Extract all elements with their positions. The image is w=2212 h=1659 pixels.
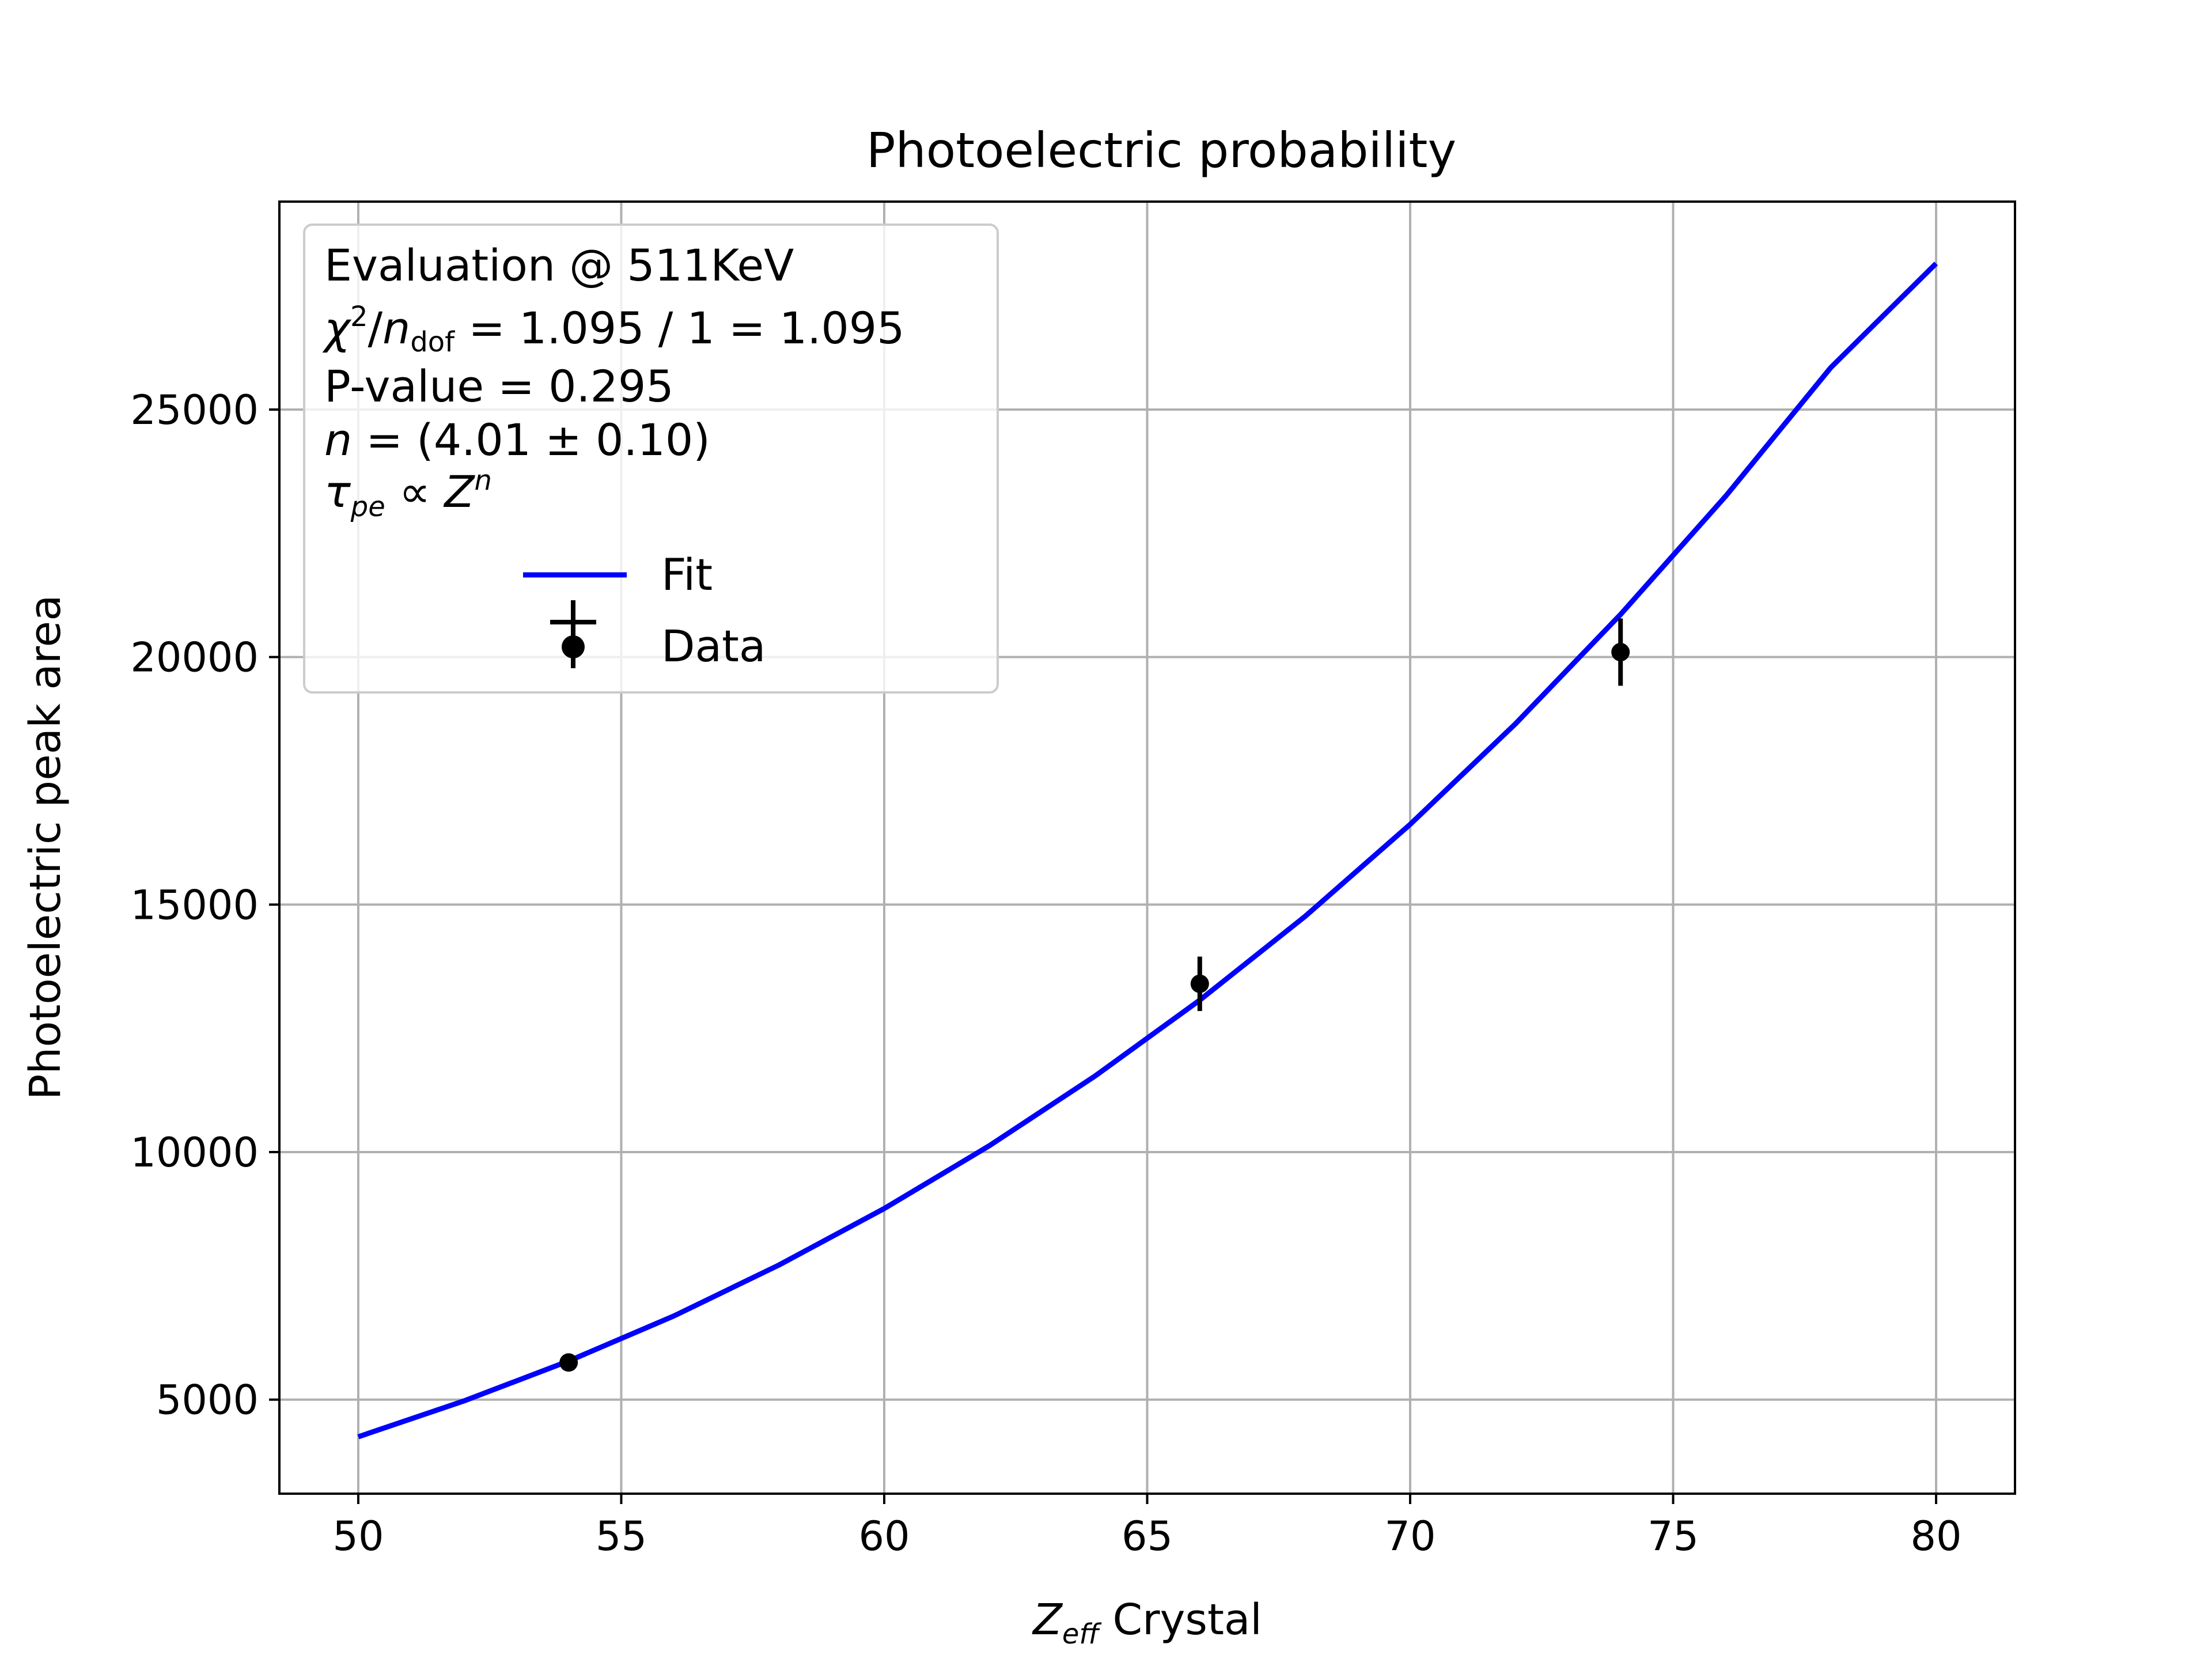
x-tick-label: 60 — [858, 1513, 910, 1560]
x-axis-ticks: 50 55 60 65 70 75 80 — [332, 1494, 1962, 1560]
y-tick-label: 10000 — [130, 1129, 259, 1176]
legend-data-swatch — [550, 600, 596, 668]
x-tick-label: 65 — [1122, 1513, 1173, 1560]
y-tick-label: 15000 — [130, 881, 259, 929]
fit-series — [357, 262, 1938, 1440]
data-point — [1190, 974, 1209, 993]
y-axis-label: Photoelectric peak area — [21, 595, 70, 1100]
y-tick-label: 5000 — [156, 1377, 259, 1424]
data-point — [1611, 643, 1630, 662]
y-tick-label: 25000 — [130, 387, 259, 434]
chart-title: Photoelectric probability — [866, 122, 1456, 179]
fit-curve — [357, 262, 1938, 1440]
x-tick-label: 55 — [596, 1513, 647, 1560]
y-tick-label: 20000 — [130, 634, 259, 681]
legend-tau-line: τpe ∝ Zn — [324, 464, 492, 523]
legend: Evaluation @ 511KeV χ2/ndof = 1.095 / 1 … — [303, 224, 999, 694]
x-tick-label: 80 — [1911, 1513, 1962, 1560]
legend-box — [303, 224, 999, 694]
x-tick-label: 75 — [1647, 1513, 1699, 1560]
data-point — [559, 1353, 578, 1372]
legend-n-line: n = (4.01 ± 0.10) — [324, 414, 710, 465]
data-series — [559, 618, 1630, 1372]
legend-data-label: Data — [661, 620, 766, 672]
plot-frame — [278, 200, 2016, 1495]
legend-pvalue-line: P-value = 0.295 — [324, 361, 674, 412]
x-axis-label: Zeff Crystal — [1032, 1595, 1262, 1650]
legend-chi2-line: χ2/ndof = 1.095 / 1 = 1.095 — [322, 301, 904, 358]
legend-evaluation-line: Evaluation @ 511KeV — [324, 240, 794, 291]
y-axis-ticks: 5000 10000 15000 20000 25000 — [130, 387, 279, 1424]
legend-fit-label: Fit — [661, 549, 713, 600]
x-tick-label: 50 — [332, 1513, 384, 1560]
x-tick-label: 70 — [1384, 1513, 1435, 1560]
